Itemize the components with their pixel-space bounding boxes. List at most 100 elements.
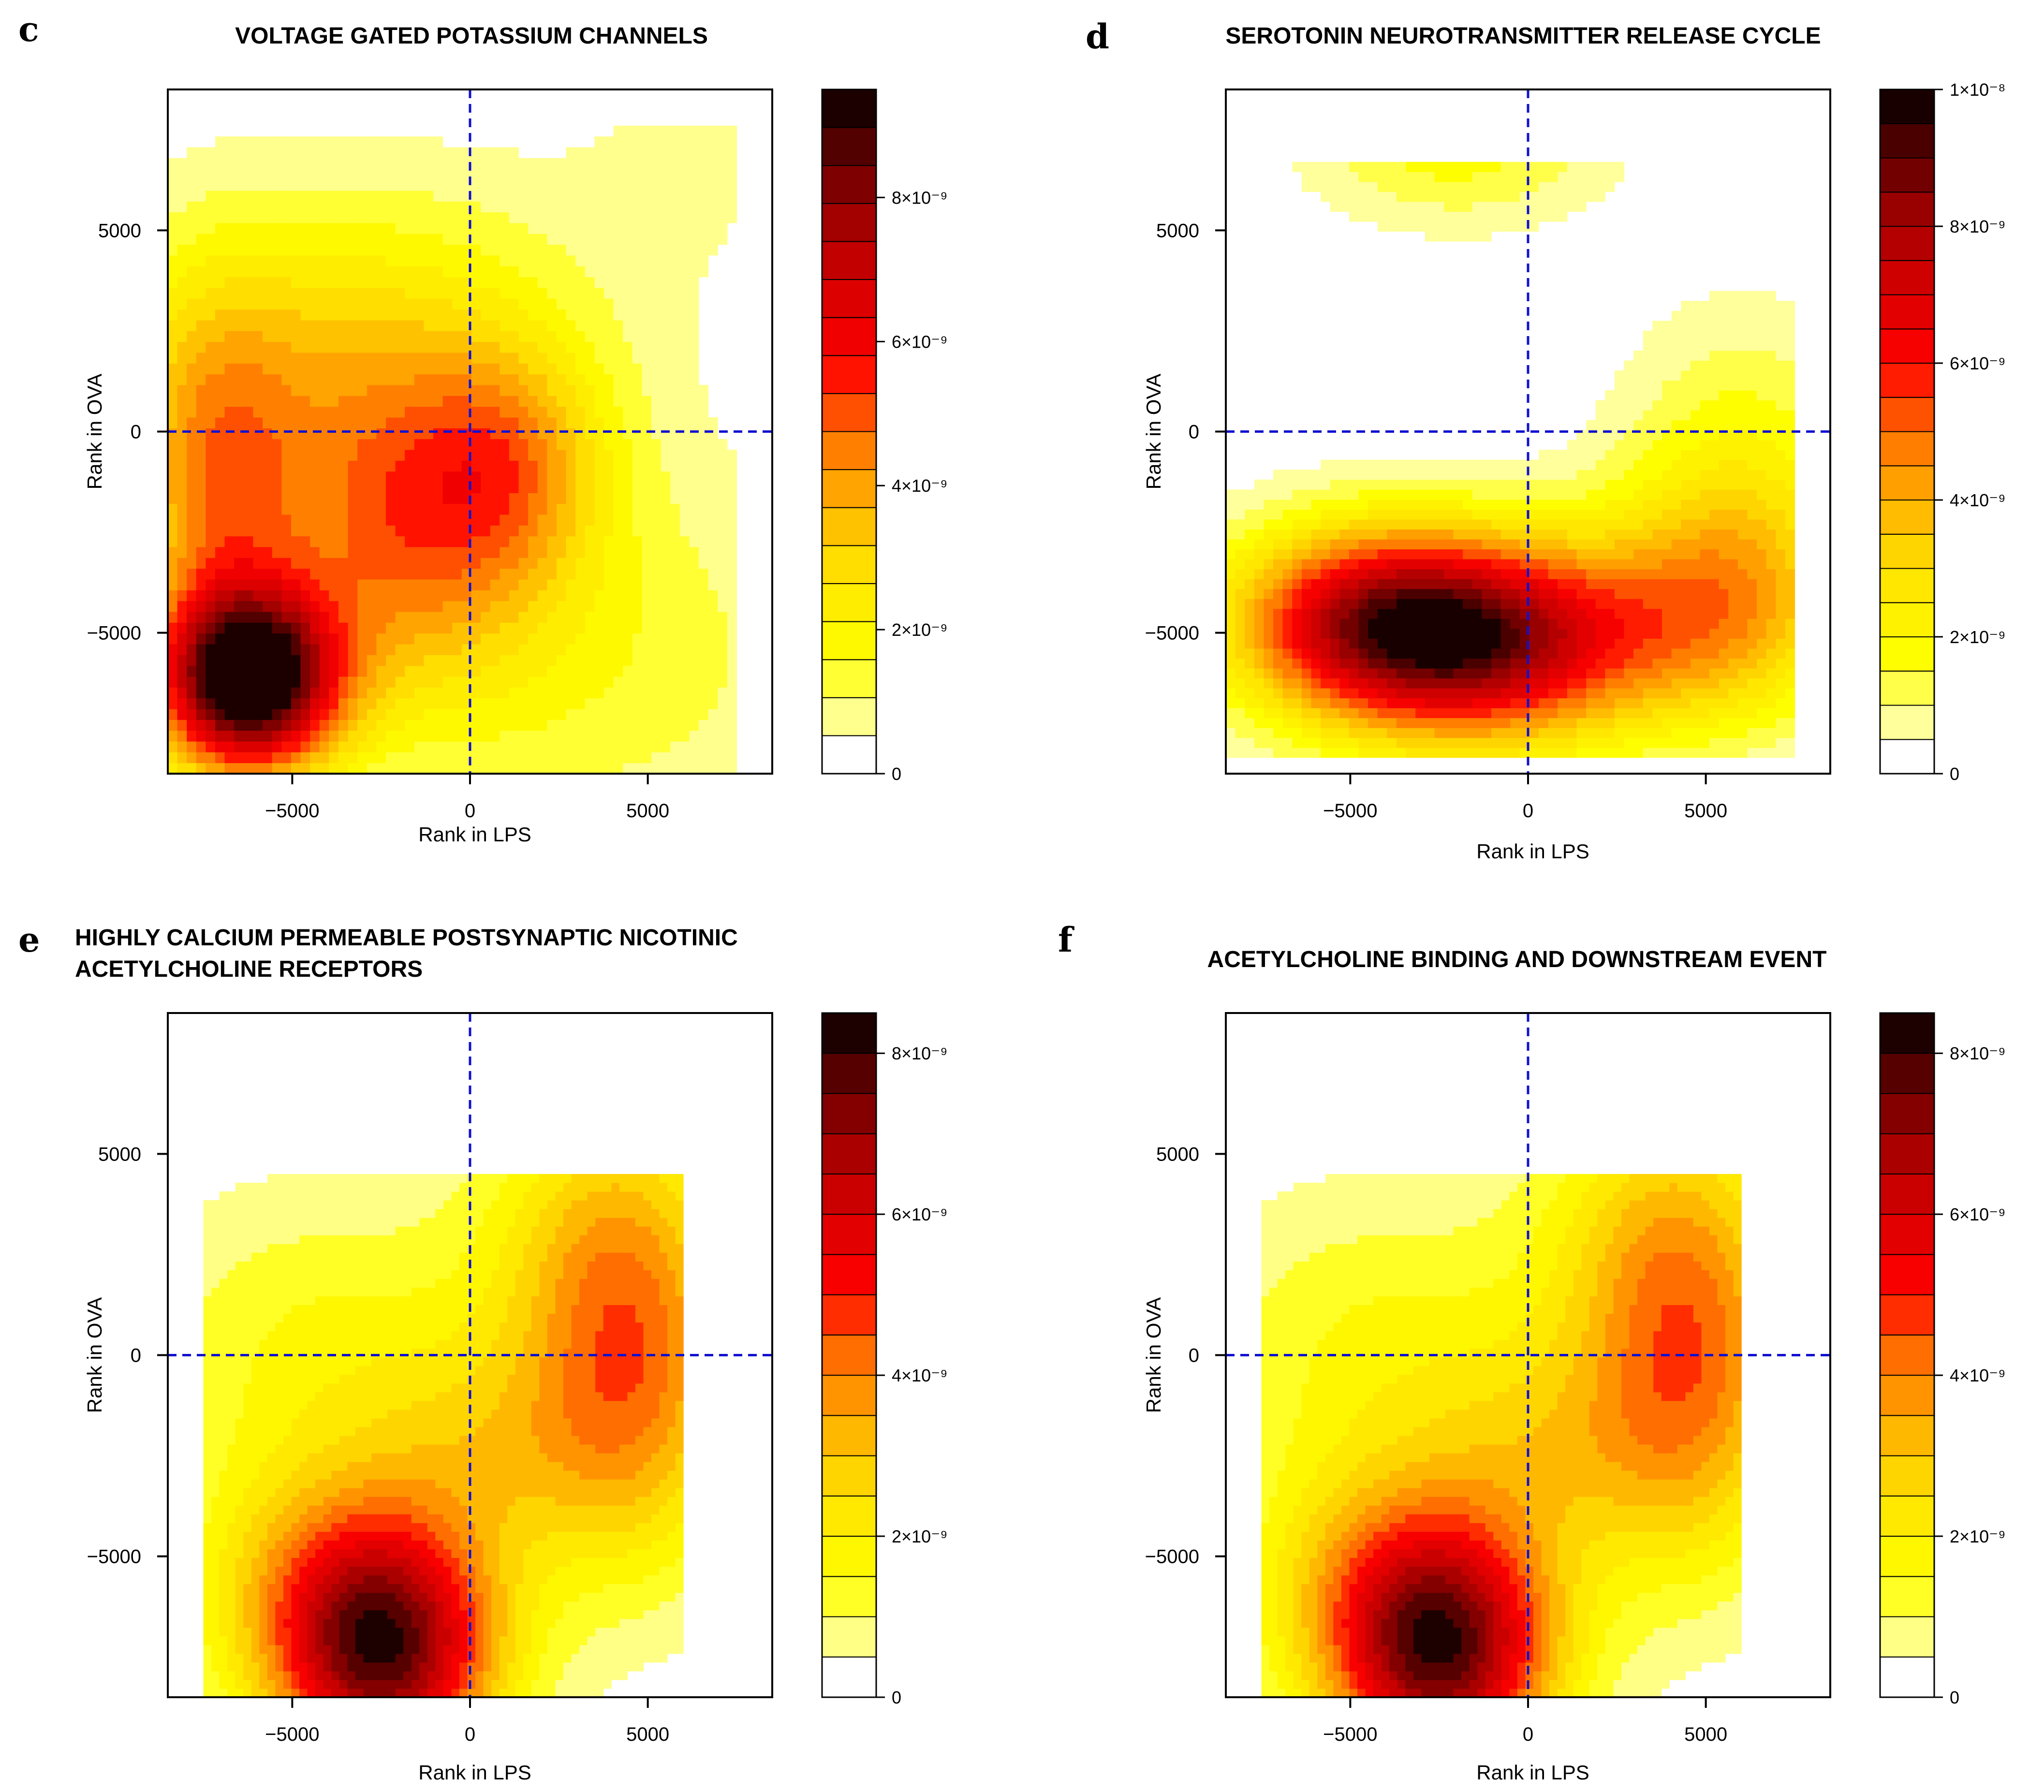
heatmap-cell	[481, 547, 491, 558]
heatmap-cell	[500, 158, 510, 169]
heatmap-cell	[1586, 559, 1596, 570]
heatmap-cell	[253, 741, 263, 752]
heatmap-cell	[1226, 579, 1236, 589]
heatmap-cell	[670, 201, 680, 213]
heatmap-cell	[1576, 499, 1587, 510]
heatmap-cell	[585, 331, 595, 342]
heatmap-cell	[679, 417, 690, 428]
heatmap-cell	[405, 363, 415, 375]
heatmap-cell	[405, 201, 415, 213]
heatmap-cell	[679, 665, 690, 677]
heatmap-cell	[300, 158, 310, 169]
heatmap-cell	[585, 547, 595, 558]
heatmap-cell	[642, 536, 652, 547]
heatmap-cell	[1614, 509, 1625, 520]
heatmap-cell	[537, 633, 547, 645]
heatmap-cell	[1330, 737, 1340, 748]
heatmap-cell	[670, 612, 680, 623]
heatmap-cell	[234, 460, 244, 472]
heatmap-cell	[319, 460, 329, 472]
heatmap-cell	[414, 763, 424, 774]
heatmap-cell	[1434, 698, 1444, 708]
heatmap-cell	[1415, 181, 1426, 192]
heatmap-cell	[405, 644, 415, 655]
heatmap-cell	[518, 396, 529, 407]
heatmap-cell	[718, 558, 728, 569]
heatmap-cell	[414, 709, 424, 720]
heatmap-cell	[1406, 638, 1416, 649]
heatmap-cell	[547, 287, 557, 299]
heatmap-cell	[319, 222, 329, 234]
heatmap-cell	[500, 287, 510, 299]
heatmap-cell	[1368, 201, 1378, 212]
heatmap-cell	[414, 363, 424, 375]
heatmap-cell	[234, 374, 244, 385]
heatmap-cell	[1254, 678, 1264, 689]
heatmap-cell	[243, 439, 254, 450]
heatmap-cell	[234, 622, 244, 634]
heatmap-cell	[689, 676, 699, 688]
heatmap-cell	[651, 601, 662, 612]
heatmap-cell	[509, 244, 519, 256]
heatmap-cell	[1301, 718, 1312, 728]
heatmap-cell	[243, 352, 254, 364]
heatmap-cell	[1273, 539, 1283, 550]
heatmap-cell	[272, 622, 282, 634]
heatmap-cell	[1614, 599, 1625, 609]
heatmap-cell	[1425, 668, 1435, 678]
heatmap-cell	[547, 709, 557, 720]
heatmap-cell	[1491, 489, 1501, 500]
heatmap-cell	[386, 287, 396, 299]
heatmap-cell	[727, 665, 737, 677]
heatmap-cell	[566, 298, 576, 310]
heatmap-cell	[1292, 529, 1302, 540]
heatmap-cell	[433, 212, 443, 223]
heatmap-cell	[234, 277, 244, 288]
heatmap-cell	[575, 450, 586, 461]
heatmap-cell	[518, 201, 529, 213]
heatmap-cell	[689, 622, 699, 634]
heatmap-cell	[642, 190, 652, 202]
heatmap-cell	[319, 665, 329, 677]
heatmap-cell	[632, 277, 642, 288]
heatmap-cell	[699, 644, 709, 655]
heatmap-cell	[1425, 628, 1435, 639]
heatmap-cell	[537, 536, 547, 547]
heatmap-cell	[547, 439, 557, 450]
heatmap-cell	[206, 331, 216, 342]
heatmap-cell	[357, 169, 368, 180]
heatmap-cell	[642, 374, 652, 385]
heatmap-cell	[291, 222, 301, 234]
heatmap-cell	[442, 255, 453, 266]
heatmap-cell	[243, 601, 254, 612]
heatmap-cell	[642, 676, 652, 688]
heatmap-cell	[414, 687, 424, 699]
heatmap-cell	[718, 482, 728, 493]
heatmap-cell	[718, 439, 728, 450]
heatmap-cell	[547, 341, 557, 353]
heatmap-cell	[300, 136, 310, 148]
heatmap-cell	[471, 266, 481, 278]
heatmap-cell	[206, 320, 216, 331]
heatmap-cell	[481, 277, 491, 288]
heatmap-cell	[1254, 569, 1264, 579]
heatmap-cell	[679, 579, 690, 590]
heatmap-cell	[1311, 489, 1321, 500]
heatmap-cell	[490, 169, 500, 180]
heatmap-cell	[329, 212, 339, 223]
heatmap-cell	[253, 676, 263, 688]
heatmap-cell	[1301, 579, 1312, 589]
heatmap-cell	[1444, 569, 1454, 579]
heatmap-cell	[632, 396, 642, 407]
heatmap-cell	[1330, 658, 1340, 669]
heatmap-cell	[1377, 509, 1387, 520]
heatmap-cell	[566, 687, 576, 699]
heatmap-cell	[319, 558, 329, 569]
heatmap-cell	[452, 709, 462, 720]
heatmap-cell	[537, 384, 547, 396]
heatmap-cell	[1434, 618, 1444, 629]
heatmap-cell	[699, 234, 709, 245]
heatmap-cell	[1491, 211, 1501, 222]
heatmap-cell	[1491, 569, 1501, 579]
heatmap-cell	[604, 439, 614, 450]
